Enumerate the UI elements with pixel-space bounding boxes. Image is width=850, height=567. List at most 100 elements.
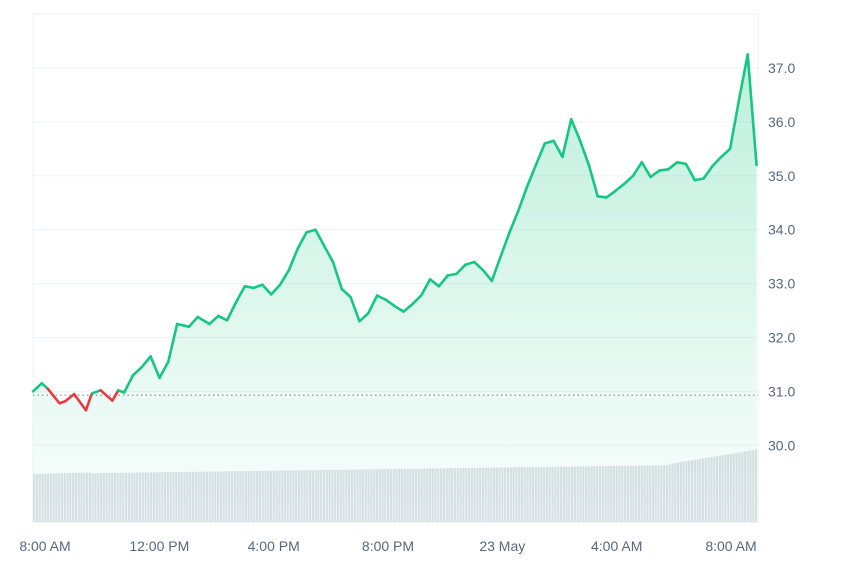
price-segment <box>252 283 264 290</box>
price-area-fill <box>33 54 757 522</box>
price-segment <box>84 392 94 412</box>
price-segment <box>72 392 88 412</box>
price-segment <box>375 294 388 302</box>
y-tick-label: 31.0 <box>768 383 795 399</box>
price-segment <box>640 161 652 179</box>
price-segment <box>149 355 161 380</box>
price-segment <box>437 274 450 288</box>
price-segment <box>331 260 344 291</box>
y-tick-label: 32.0 <box>768 330 795 346</box>
price-segment <box>122 373 135 394</box>
price-segment <box>428 277 441 288</box>
price-segment <box>131 365 144 377</box>
price-segment <box>702 164 714 180</box>
price-segment <box>217 314 229 322</box>
price-segment <box>569 117 582 143</box>
price-segment <box>234 284 247 304</box>
price-segment <box>269 283 282 296</box>
price-segment <box>140 355 152 369</box>
y-tick-label: 30.0 <box>768 437 795 453</box>
x-tick-label: 4:00 AM <box>591 538 642 554</box>
y-axis: 37.0 36.0 35.0 34.0 33.0 32.0 31.0 30.0 <box>768 60 795 453</box>
price-segment <box>158 360 170 380</box>
price-segment <box>208 314 220 326</box>
price-segment <box>261 283 273 296</box>
price-segment <box>658 168 670 172</box>
price-segment <box>534 142 547 167</box>
price-segment <box>525 163 538 188</box>
price-segment <box>402 302 414 313</box>
price-segment <box>455 263 467 276</box>
price-segment <box>175 322 191 329</box>
price-segment <box>693 177 705 182</box>
price-segment <box>737 53 750 102</box>
price-segment <box>196 315 211 326</box>
y-tick-label: 36.0 <box>768 114 795 130</box>
price-segment <box>561 117 573 159</box>
price-segment <box>99 388 114 402</box>
x-tick-label: 12:00 PM <box>129 538 189 554</box>
x-tick-label: 4:00 PM <box>248 538 300 554</box>
price-segment <box>225 301 238 322</box>
price-segment <box>111 388 120 402</box>
y-tick-label: 35.0 <box>768 168 795 184</box>
y-tick-label: 37.0 <box>768 60 795 76</box>
price-segment <box>446 272 458 277</box>
y-tick-label: 33.0 <box>768 276 795 292</box>
price-segment <box>552 139 564 159</box>
price-segment <box>40 381 50 391</box>
price-segment <box>243 284 255 290</box>
price-segment <box>675 161 688 166</box>
price-segment <box>728 99 741 151</box>
price-segment <box>464 260 476 267</box>
price-segment <box>90 388 102 395</box>
price-segment <box>622 174 635 186</box>
price-segment <box>314 228 326 248</box>
y-tick-label: 34.0 <box>768 222 795 238</box>
price-segment <box>349 295 361 323</box>
x-tick-label: 8:00 AM <box>19 538 70 554</box>
price-segment <box>472 260 485 272</box>
price-segment <box>64 392 76 403</box>
price-segment <box>278 268 291 287</box>
price-segment <box>605 189 617 199</box>
price-segment <box>746 53 758 167</box>
price-segment <box>187 315 199 329</box>
price-segment <box>719 147 732 159</box>
price-segment <box>543 139 555 145</box>
price-segment <box>631 161 644 178</box>
price-segment <box>490 255 502 283</box>
price-segment <box>666 161 679 171</box>
price-segment <box>419 277 432 297</box>
price-segment <box>46 387 61 405</box>
price-segment <box>358 311 370 323</box>
price-segment <box>587 163 600 198</box>
price-segment <box>516 185 529 213</box>
price-segment <box>508 209 520 234</box>
price-segment <box>340 287 352 299</box>
price-segment <box>384 298 397 308</box>
price-area <box>33 54 757 522</box>
price-segment <box>649 169 661 179</box>
x-tick-label: 8:00 PM <box>362 538 414 554</box>
price-segment <box>287 247 300 272</box>
price-segment <box>366 294 379 315</box>
price-segment <box>684 162 697 182</box>
price-segment <box>167 322 179 364</box>
price-segment <box>499 231 511 258</box>
price-segment <box>596 195 608 199</box>
price-segment <box>31 381 44 393</box>
price-segment <box>322 244 335 264</box>
price-segment <box>305 228 317 234</box>
price-segment <box>614 182 626 193</box>
price-segment <box>711 155 723 168</box>
price-segment <box>411 294 423 306</box>
price-line <box>31 53 758 412</box>
price-segment <box>578 139 591 167</box>
x-tick-label: 23 May <box>479 538 525 554</box>
price-segment <box>481 268 494 283</box>
x-axis: 8:00 AM 12:00 PM 4:00 PM 8:00 PM 23 May 4:00 … <box>19 538 756 554</box>
price-segment <box>393 304 405 313</box>
